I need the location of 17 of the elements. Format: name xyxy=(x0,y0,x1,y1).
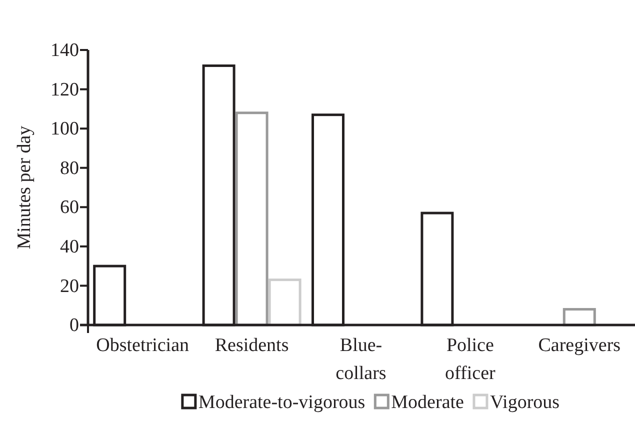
legend-label: Moderate xyxy=(391,392,464,413)
y-tick-label: 0 xyxy=(70,315,79,336)
x-tick-label: Police officer xyxy=(445,335,496,384)
x-tick-label: Blue-collars xyxy=(336,335,386,384)
y-tick-label: 80 xyxy=(60,158,79,179)
legend-label: Moderate-to-vigorous xyxy=(198,392,366,413)
x-tick-label: Obstetrician xyxy=(96,335,190,356)
y-axis-title: Minutes per day xyxy=(14,125,35,250)
y-tick-label: 20 xyxy=(60,276,79,297)
y-tick-label: 140 xyxy=(50,40,79,62)
legend-label: Vigorous xyxy=(490,392,560,413)
x-tick-label: Residents xyxy=(214,335,289,356)
y-tick-label: 120 xyxy=(50,79,79,100)
y-tick-label: 100 xyxy=(50,118,79,140)
y-tick-label: 60 xyxy=(60,197,79,218)
y-tick-label: 40 xyxy=(60,236,79,258)
x-tick-label: Caregivers xyxy=(538,335,621,356)
